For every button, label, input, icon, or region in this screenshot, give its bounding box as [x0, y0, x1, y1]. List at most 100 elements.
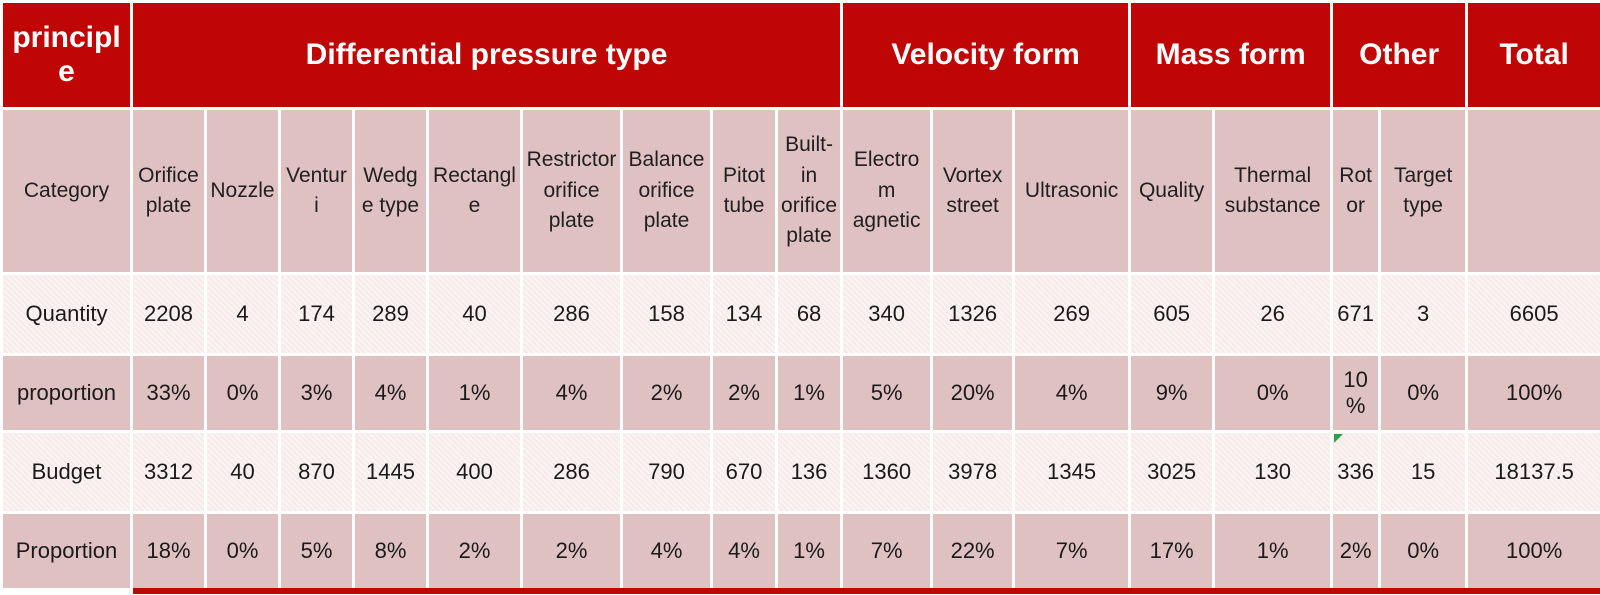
data-cell: 4%	[710, 511, 778, 591]
column-header-venturi: Venturi	[278, 107, 355, 275]
header-group-differential-pressure: Differential pressure type	[129, 0, 844, 110]
column-header-rectangle: Rectangle	[426, 107, 523, 275]
data-cell: 68	[774, 272, 844, 356]
data-cell: 15	[1378, 430, 1469, 514]
data-cell: 870	[278, 430, 355, 514]
header-total: Total	[1465, 0, 1600, 110]
data-cell: 0%	[1212, 353, 1334, 433]
column-header-electromagnetic: Electrom agnetic	[840, 107, 934, 275]
data-cell: 2%	[1330, 511, 1382, 591]
data-cell: 20%	[930, 353, 1016, 433]
data-cell: 1360	[840, 430, 934, 514]
row-total-cell: 6605	[1465, 272, 1600, 356]
header-group-mass-form: Mass form	[1128, 0, 1334, 110]
data-cell: 7%	[840, 511, 934, 591]
data-cell: 340	[840, 272, 934, 356]
row-label: Quantity	[0, 272, 133, 356]
column-header-rotor: Rotor	[1330, 107, 1382, 275]
data-cell: 1%	[1212, 511, 1334, 591]
data-cell: 1326	[930, 272, 1016, 356]
category-row-label: Category	[0, 107, 133, 275]
data-cell: 4%	[520, 353, 623, 433]
data-cell-flagged: 336	[1330, 430, 1382, 514]
column-header-vortex-street: Vortex street	[930, 107, 1016, 275]
data-cell: 18%	[130, 511, 207, 591]
principle-header-row: principle Differential pressure type Vel…	[0, 0, 1600, 110]
data-cell: 7%	[1012, 511, 1132, 591]
data-cell: 10%	[1330, 353, 1382, 433]
data-cell: 4	[204, 272, 281, 356]
data-cell: 3312	[130, 430, 207, 514]
data-cell: 1%	[774, 353, 844, 433]
category-header-row: Category Orifice plate Nozzle Venturi We…	[0, 107, 1600, 275]
column-header-ultrasonic: Ultrasonic	[1012, 107, 1132, 275]
column-header-nozzle: Nozzle	[204, 107, 281, 275]
data-cell: 22%	[930, 511, 1016, 591]
data-cell: 400	[426, 430, 523, 514]
data-cell: 1345	[1012, 430, 1132, 514]
row-total-cell: 18137.5	[1465, 430, 1600, 514]
data-cell: 269	[1012, 272, 1132, 356]
data-cell: 3978	[930, 430, 1016, 514]
data-cell: 2%	[520, 511, 623, 591]
header-principle: principle	[0, 0, 133, 110]
data-cell: 0%	[1378, 353, 1469, 433]
data-cell: 2%	[620, 353, 713, 433]
row-label: proportion	[0, 353, 133, 433]
data-cell: 3025	[1128, 430, 1216, 514]
data-cell: 0%	[1378, 511, 1469, 591]
column-header-total-spacer	[1465, 107, 1600, 275]
column-header-restrictor-orifice-plate: Restrictor orifice plate	[520, 107, 623, 275]
column-header-pitot-tube: Pitot tube	[710, 107, 778, 275]
table-row-budget: Budget 3312 40 870 1445 400 286 790 670 136 1360 39…	[0, 430, 1600, 514]
data-cell: 4%	[352, 353, 429, 433]
row-label: Budget	[0, 430, 133, 514]
data-cell: 289	[352, 272, 429, 356]
column-header-orifice-plate: Orifice plate	[130, 107, 207, 275]
row-label: Proportion	[0, 511, 133, 591]
data-cell: 1445	[352, 430, 429, 514]
data-cell: 40	[204, 430, 281, 514]
row-total-cell: 100%	[1465, 353, 1600, 433]
column-header-built-in-orifice-plate: Built-in orifice plate	[774, 107, 844, 275]
data-cell: 1%	[426, 353, 523, 433]
column-header-wedge-type: Wedge type	[352, 107, 429, 275]
column-header-thermal-substance: Thermal substance	[1212, 107, 1334, 275]
table-body: Quantity 2208 4 174 289 40 286 158 134 68 340 1326 2…	[0, 272, 1600, 591]
column-header-balance-orifice-plate: Balance orifice plate	[620, 107, 713, 275]
data-cell: 3%	[278, 353, 355, 433]
data-cell: 26	[1212, 272, 1334, 356]
table-row-proportion: proportion 33% 0% 3% 4% 1% 4% 2% 2% 1% 5% 20% 4% 9% 0%…	[0, 353, 1600, 433]
data-cell: 136	[774, 430, 844, 514]
data-cell: 3	[1378, 272, 1469, 356]
data-cell: 174	[278, 272, 355, 356]
data-cell: 605	[1128, 272, 1216, 356]
data-cell: 286	[520, 430, 623, 514]
data-cell: 0%	[204, 511, 281, 591]
row-total-cell: 100%	[1465, 511, 1600, 591]
data-cell: 4%	[1012, 353, 1132, 433]
column-header-target-type: Target type	[1378, 107, 1469, 275]
data-cell: 9%	[1128, 353, 1216, 433]
data-cell: 134	[710, 272, 778, 356]
data-cell: 130	[1212, 430, 1334, 514]
data-cell: 33%	[130, 353, 207, 433]
data-cell: 790	[620, 430, 713, 514]
data-cell: 5%	[840, 353, 934, 433]
table-row-proportion: Proportion 18% 0% 5% 8% 2% 2% 4% 4% 1% 7% 22% 7% 17% 1…	[0, 511, 1600, 591]
data-cell: 671	[1330, 272, 1382, 356]
data-cell: 5%	[278, 511, 355, 591]
data-cell: 1%	[774, 511, 844, 591]
data-cell: 286	[520, 272, 623, 356]
data-cell: 40	[426, 272, 523, 356]
data-cell: 4%	[620, 511, 713, 591]
data-cell: 2%	[710, 353, 778, 433]
data-cell: 2%	[426, 511, 523, 591]
data-cell: 670	[710, 430, 778, 514]
data-cell: 8%	[352, 511, 429, 591]
bottom-accent-bar	[133, 588, 1600, 594]
data-cell: 2208	[130, 272, 207, 356]
header-group-velocity-form: Velocity form	[840, 0, 1132, 110]
